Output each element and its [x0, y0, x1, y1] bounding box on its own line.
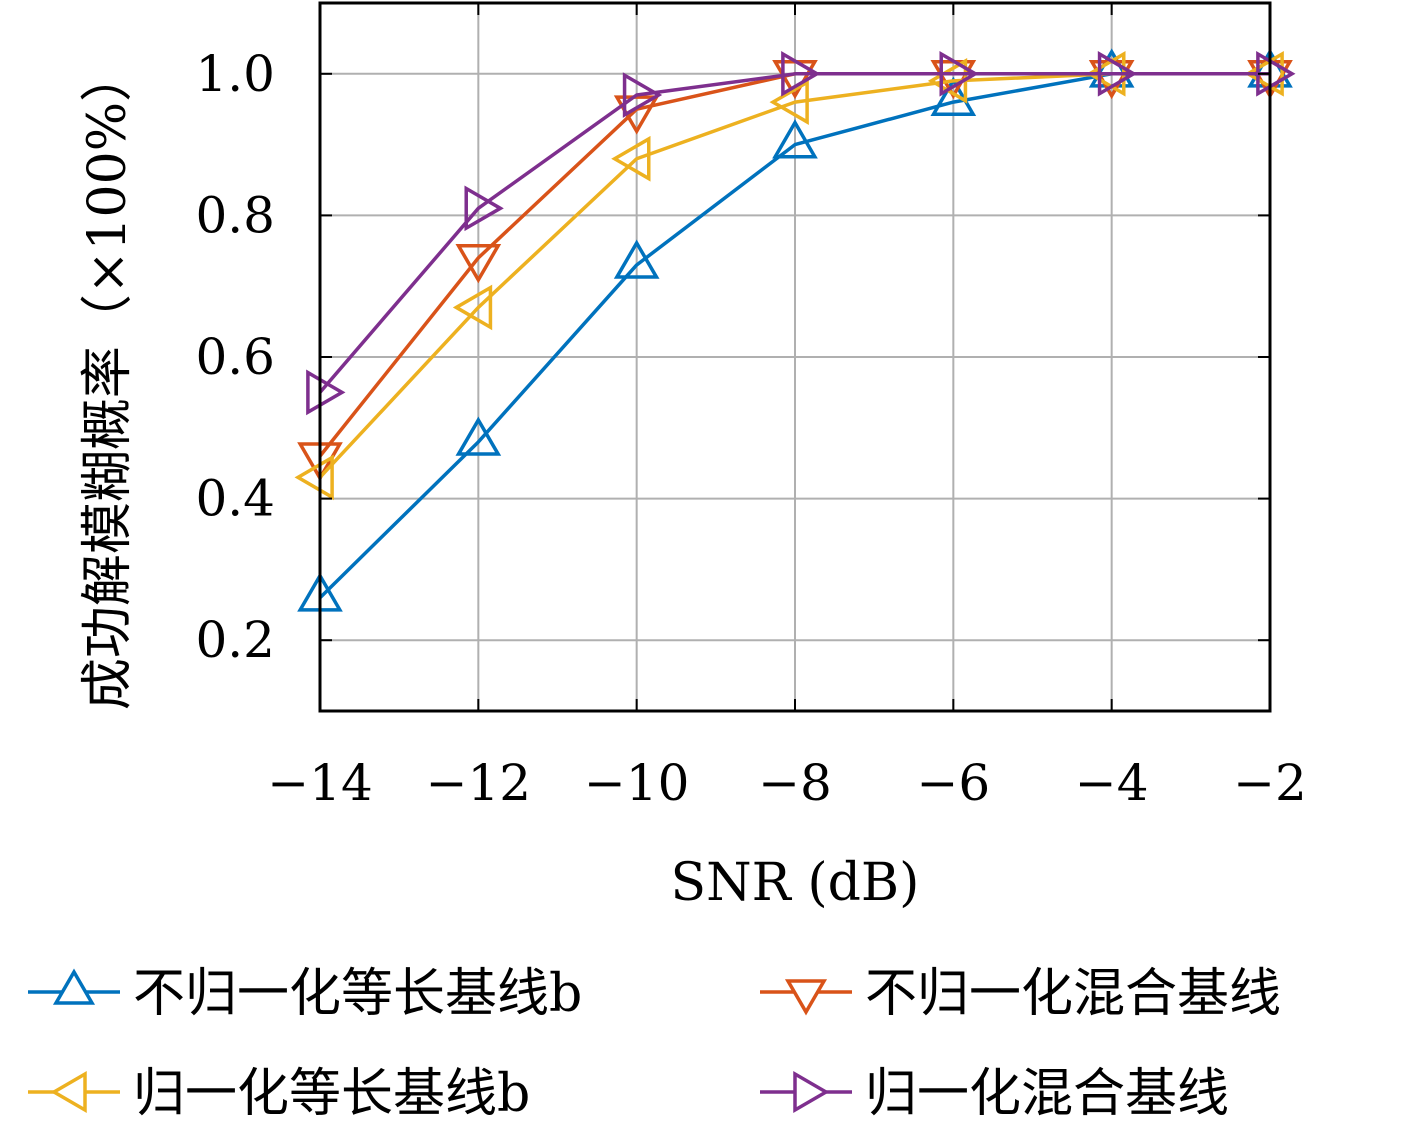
x-tick-label: −6	[916, 754, 990, 812]
ticks: −14 −12 −10 −8 −6 −4 −2 0.2 0.4 0.6 0.8 1.0	[195, 3, 1307, 812]
y-tick-label: 0.6	[195, 328, 275, 386]
y-axis-label: 成功解模糊概率（×100%）	[78, 50, 138, 710]
x-tick-label: −14	[267, 754, 373, 812]
data-point	[930, 76, 977, 116]
legend-marker	[52, 968, 96, 1005]
data-point	[622, 72, 663, 118]
legend-marker	[784, 979, 828, 1016]
legend-item: 不归一化混合基线	[760, 964, 1281, 1024]
x-tick-label: −8	[758, 754, 832, 812]
x-tick-label: −12	[426, 754, 532, 812]
y-tick-label: 0.8	[195, 186, 275, 244]
y-tick-label: 1.0	[195, 45, 275, 103]
data-point	[294, 454, 334, 501]
legend-label: 不归一化等长基线b	[133, 964, 582, 1024]
data-point	[1244, 50, 1284, 97]
data-point	[781, 50, 821, 97]
data-point	[455, 416, 502, 456]
data-point	[1256, 50, 1296, 97]
x-axis-label: SNR (dB)	[671, 853, 920, 913]
y-tick-label: 0.4	[195, 470, 275, 528]
grid	[319, 3, 1271, 711]
legend-marker	[50, 1070, 87, 1114]
data-point	[306, 369, 346, 416]
data-point	[452, 284, 493, 331]
legend-label: 归一化混合基线	[865, 1064, 1229, 1124]
legend-marker	[793, 1070, 830, 1114]
legend-label: 不归一化混合基线	[865, 964, 1281, 1024]
data-point	[939, 50, 979, 97]
data-point	[772, 119, 818, 159]
data-point	[464, 185, 504, 232]
data-point	[611, 135, 651, 182]
data-point	[769, 79, 809, 125]
series-line	[318, 72, 1270, 394]
series-4	[306, 50, 1296, 416]
y-tick-label: 0.2	[195, 611, 275, 669]
x-tick-label: −10	[584, 754, 690, 812]
legend-item: 归一化混合基线	[760, 1064, 1229, 1124]
data-point	[455, 244, 502, 284]
data-point	[613, 239, 660, 279]
legend-item: 不归一化等长基线b	[28, 964, 582, 1024]
series-group	[294, 48, 1296, 612]
x-tick-label: −4	[1075, 754, 1149, 812]
data-point	[1097, 50, 1138, 97]
legend-label: 归一化等长基线b	[133, 1064, 530, 1124]
legend-item: 归一化等长基线b	[28, 1064, 530, 1124]
x-tick-label: −2	[1233, 754, 1307, 812]
series-3	[294, 50, 1284, 501]
